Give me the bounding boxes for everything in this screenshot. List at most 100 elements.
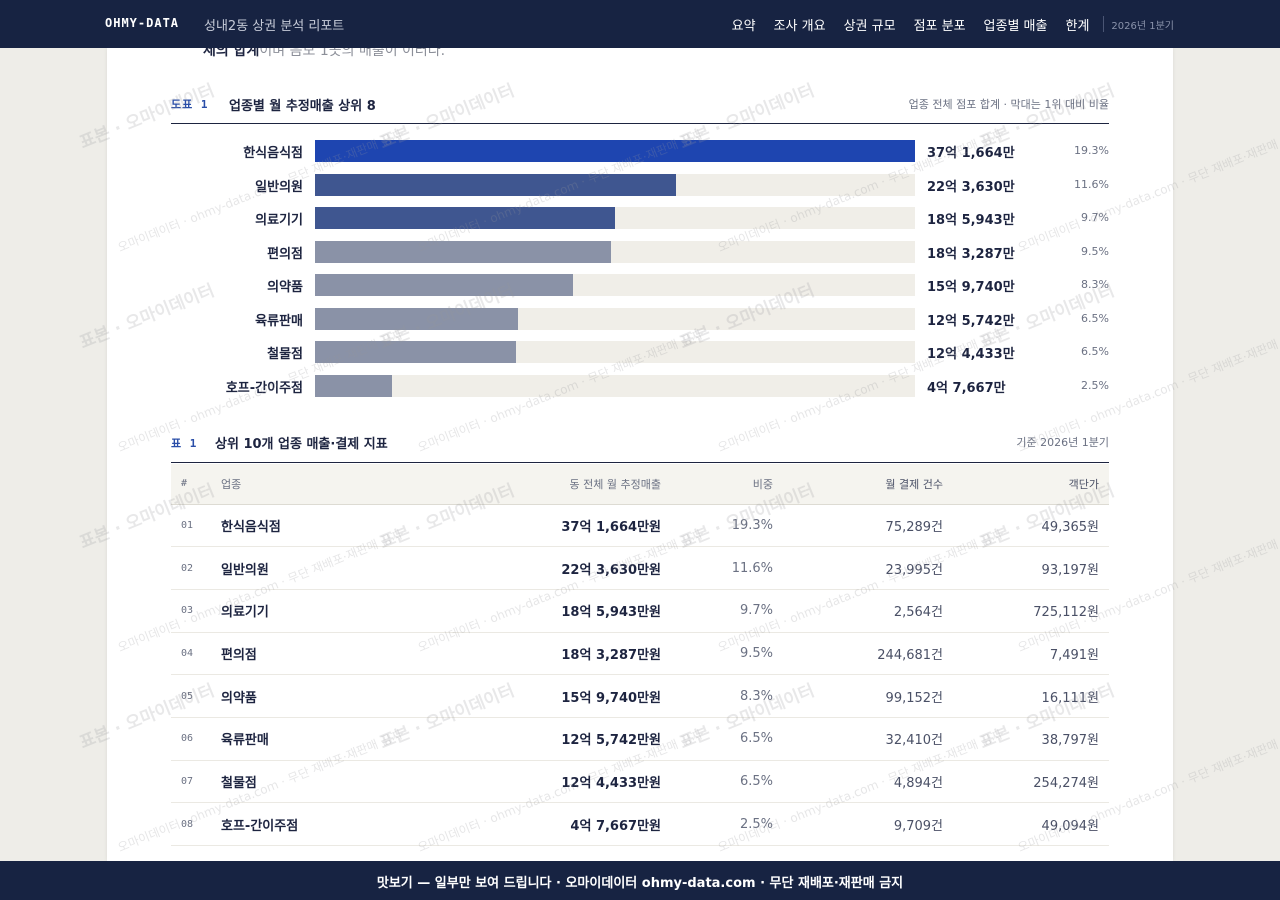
cell-rank: 05 — [171, 674, 221, 718]
bar-category-label: 일반의원 — [255, 179, 303, 195]
table-row: 02 일반의원 22억 3,630만원 11.6% 23,995건 93,197원 — [171, 546, 1109, 590]
cell-sales: 18억 5,943만원 — [391, 589, 661, 633]
cell-transactions: 4,894건 — [773, 760, 943, 804]
bar-share-label: 9.7% — [1081, 211, 1109, 224]
cell-rank: 07 — [171, 760, 221, 804]
table-row: 01 한식음식점 37억 1,664만원 19.3% 75,289건 49,365원 — [171, 504, 1109, 548]
bar-share-label: 11.6% — [1074, 177, 1109, 191]
bar-category-label: 편의점 — [267, 246, 303, 262]
bar-track — [315, 374, 915, 397]
bar-track — [315, 240, 915, 263]
table-header: 표 1 상위 10개 업종 매출·결제 지표 기준 2026년 1분기 — [171, 432, 1109, 463]
nav-link-limitations[interactable]: 한계 — [1065, 18, 1090, 34]
bar-row: 육류판매 12억 5,742만 6.5% — [171, 307, 1109, 330]
bar-row: 의약품 15억 9,740만 8.3% — [171, 274, 1109, 296]
table-row: 07 철물점 12억 4,433만원 6.5% 4,894건 254,274원 — [171, 760, 1109, 804]
cell-industry: 의료기기 — [221, 589, 391, 633]
bar-row: 철물점 12억 4,433만 6.5% — [171, 341, 1109, 363]
col-header-transactions: 월 결제 건수 — [773, 464, 943, 505]
bar — [315, 274, 573, 296]
cell-transactions: 23,995건 — [773, 546, 943, 590]
bar-row: 한식음식점 37억 1,664만 19.3% — [171, 140, 1109, 162]
figure-title: 업종별 월 추정매출 상위 8 — [229, 99, 376, 114]
intro-bold: 세의 합계 — [203, 48, 260, 59]
cell-transactions: 75,289건 — [773, 504, 943, 548]
table-header-row: # 업종 동 전체 월 추정매출 비중 월 결제 건수 객단가 — [171, 464, 1109, 505]
cell-sales: 37억 1,664만원 — [391, 504, 661, 548]
brand-logo[interactable]: OHMY-DATA — [105, 16, 180, 30]
nav-link-summary[interactable]: 요약 — [731, 18, 756, 34]
bar-value-label: 4억 7,667만 — [927, 380, 1006, 396]
cell-rank: 08 — [171, 802, 221, 846]
bar-row: 의료기기 18억 5,943만 9.7% — [171, 207, 1109, 229]
bar-track — [315, 207, 915, 229]
col-header-industry: 업종 — [221, 464, 391, 505]
cell-sales: 12억 4,433만원 — [391, 760, 661, 804]
report-page: 세의 합계이며 음모 1곳의 매출이 이러다. 도표 1 업종별 월 추정매출 … — [107, 48, 1173, 861]
cell-transactions: 2,564건 — [773, 589, 943, 633]
figure-header: 도표 1 업종별 월 추정매출 상위 8 업종 전체 점포 합계 · 막대는 1… — [171, 96, 1109, 124]
bar-value-label: 18억 5,943만 — [927, 213, 1015, 228]
bar-share-label: 6.5% — [1081, 345, 1109, 358]
cell-industry: 편의점 — [221, 632, 391, 676]
bar-row: 일반의원 22억 3,630만 11.6% — [171, 173, 1109, 196]
bar-category-label: 철물점 — [267, 347, 303, 362]
cell-industry: 철물점 — [221, 760, 391, 804]
table-row: 08 호프-간이주점 4억 7,667만원 2.5% 9,709건 49,094원 — [171, 802, 1109, 846]
bar-value-label: 37억 1,664만 — [927, 146, 1015, 161]
cell-transactions: 9,709건 — [773, 802, 943, 846]
col-header-rank: # — [171, 464, 221, 505]
cell-share: 19.3% — [661, 504, 773, 548]
cell-rank: 02 — [171, 546, 221, 590]
bar-value-label: 22억 3,630만 — [927, 179, 1015, 195]
cell-avg-price: 93,197원 — [943, 546, 1109, 590]
cell-avg-price: 254,274원 — [943, 760, 1109, 804]
cell-share: 2.5% — [661, 802, 773, 846]
nav-link-sales-by-industry[interactable]: 업종별 매출 — [983, 18, 1048, 34]
table-note: 기준 2026년 1분기 — [1016, 436, 1109, 449]
cell-avg-price: 725,112원 — [943, 589, 1109, 633]
sales-bar-chart: 한식음식점 37억 1,664만 19.3% 일반의원 22억 3,630만 11.6% 의… — [171, 140, 1109, 410]
intro-rest: 이며 음모 1곳의 매출이 이러다. — [259, 48, 446, 59]
bar-share-label: 9.5% — [1081, 244, 1109, 258]
cell-sales: 12억 5,742만원 — [391, 717, 661, 761]
bar-share-label: 19.3% — [1074, 144, 1109, 157]
col-header-sales: 동 전체 월 추정매출 — [391, 464, 661, 505]
sales-metrics-table: # 업종 동 전체 월 추정매출 비중 월 결제 건수 객단가 01 한식음식점 3… — [171, 464, 1109, 846]
cell-share: 9.5% — [661, 632, 773, 676]
footer-text: 맛보기 — 일부만 보여 드립니다 · 오마이데이터 ohmy-data.com… — [376, 876, 904, 891]
bar-share-label: 6.5% — [1081, 311, 1109, 325]
cell-industry: 육류판매 — [221, 717, 391, 761]
bar-category-label: 의약품 — [267, 280, 303, 295]
nav-link-overview[interactable]: 조사 개요 — [773, 18, 826, 34]
bar-row: 편의점 18억 3,287만 9.5% — [171, 240, 1109, 263]
cell-rank: 01 — [171, 504, 221, 548]
cell-rank: 04 — [171, 632, 221, 676]
bar-track — [315, 173, 915, 196]
bar-value-label: 18억 3,287만 — [927, 246, 1015, 262]
nav-link-store-distribution[interactable]: 점포 분포 — [913, 18, 966, 34]
bar-track — [315, 140, 915, 162]
cell-avg-price: 49,365원 — [943, 504, 1109, 548]
nav-link-market-size[interactable]: 상권 규모 — [843, 18, 896, 34]
bar — [315, 240, 611, 263]
bar — [315, 341, 516, 363]
period-label: 2026년 1분기 — [1111, 20, 1174, 32]
preview-footer-banner: 맛보기 — 일부만 보여 드립니다 · 오마이데이터 ohmy-data.com… — [0, 861, 1280, 900]
bar-value-label: 12억 5,742만 — [927, 313, 1015, 329]
cell-share: 8.3% — [661, 674, 773, 718]
bar-track — [315, 274, 915, 296]
cell-avg-price: 7,491원 — [943, 632, 1109, 676]
bar — [315, 173, 677, 196]
cell-sales: 22억 3,630만원 — [391, 546, 661, 590]
figure-note: 업종 전체 점포 합계 · 막대는 1위 대비 비율 — [908, 98, 1109, 111]
table-row: 04 편의점 18억 3,287만원 9.5% 244,681건 7,491원 — [171, 632, 1109, 676]
bar — [315, 374, 392, 397]
cell-sales: 15억 9,740만원 — [391, 674, 661, 718]
intro-text-cut: 세의 합계이며 음모 1곳의 매출이 이러다. — [203, 48, 445, 60]
bar — [315, 307, 518, 330]
bar-category-label: 한식음식점 — [243, 146, 303, 161]
cell-rank: 03 — [171, 589, 221, 633]
cell-sales: 18억 3,287만원 — [391, 632, 661, 676]
cell-transactions: 99,152건 — [773, 674, 943, 718]
